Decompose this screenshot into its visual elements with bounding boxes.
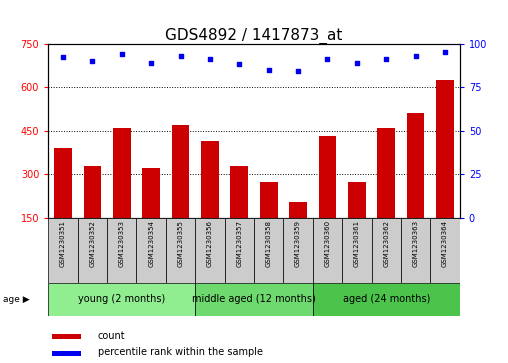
Text: GSM1230364: GSM1230364 [442,220,448,267]
Bar [48,218,78,283]
Text: GSM1230353: GSM1230353 [119,220,125,267]
Bar [313,283,460,316]
Bar [348,182,366,218]
Bar [254,218,283,283]
Text: GSM1230351: GSM1230351 [60,220,66,267]
Bar [407,113,425,218]
Text: GSM1230359: GSM1230359 [295,220,301,267]
Bar [52,351,81,356]
Point [88,58,97,64]
Point [265,67,273,73]
Bar [113,128,131,218]
Text: middle aged (12 months): middle aged (12 months) [192,294,316,305]
Text: GSM1230361: GSM1230361 [354,220,360,267]
Bar [283,218,313,283]
Text: GSM1230362: GSM1230362 [383,220,389,267]
Point [235,62,243,68]
Bar [137,218,166,283]
Text: GSM1230363: GSM1230363 [412,220,419,267]
Bar [225,218,254,283]
Bar [313,218,342,283]
Text: count: count [98,331,125,341]
Bar [377,128,395,218]
Bar [260,182,277,218]
Text: GSM1230355: GSM1230355 [177,220,183,267]
Bar [289,202,307,218]
Text: GSM1230357: GSM1230357 [236,220,242,267]
Point [353,60,361,66]
Point [118,51,126,57]
Bar [436,80,454,218]
Text: GSM1230358: GSM1230358 [266,220,272,267]
Text: GSM1230360: GSM1230360 [325,220,331,267]
Text: GSM1230356: GSM1230356 [207,220,213,267]
Bar [48,283,195,316]
Point [206,56,214,62]
Bar [195,283,313,316]
Text: aged (24 months): aged (24 months) [342,294,430,305]
Bar [195,218,225,283]
Bar [371,218,401,283]
Bar [107,218,137,283]
Point [176,53,184,59]
Point [411,53,420,59]
Bar [430,218,460,283]
Bar [201,141,219,218]
Bar [83,166,101,218]
Point [382,56,390,62]
Point [324,56,332,62]
Bar [166,218,195,283]
Point [59,54,67,60]
Bar [401,218,430,283]
Point [147,60,155,66]
Text: GSM1230354: GSM1230354 [148,220,154,267]
Text: percentile rank within the sample: percentile rank within the sample [98,347,263,357]
Bar [78,218,107,283]
Bar [231,166,248,218]
Title: GDS4892 / 1417873_at: GDS4892 / 1417873_at [165,27,343,44]
Text: GSM1230352: GSM1230352 [89,220,96,267]
Bar [342,218,371,283]
Bar [172,125,189,218]
Bar [319,136,336,218]
Point [441,49,449,55]
Bar [54,148,72,218]
Text: young (2 months): young (2 months) [78,294,166,305]
Point [294,69,302,74]
Bar [142,168,160,218]
Text: age ▶: age ▶ [3,295,29,304]
Bar [52,334,81,339]
